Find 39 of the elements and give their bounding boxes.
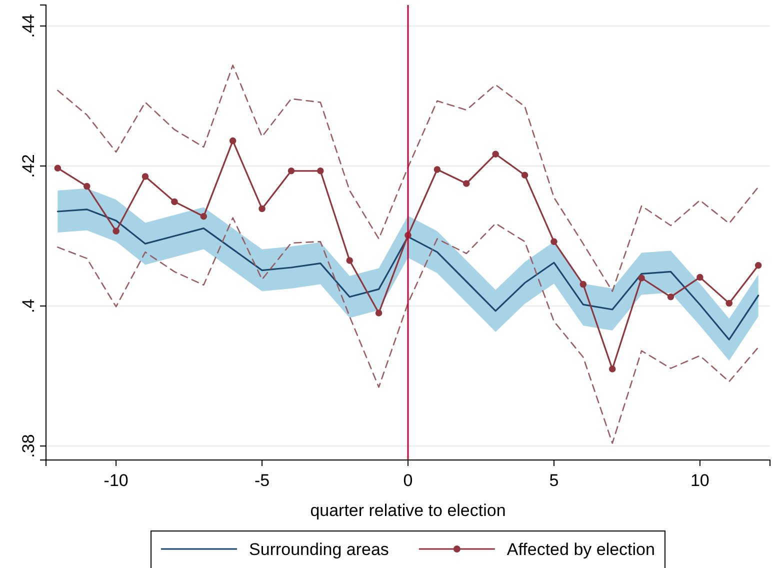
point xyxy=(229,137,236,144)
point xyxy=(258,205,266,212)
point xyxy=(667,294,674,300)
point xyxy=(346,257,353,264)
line-series xyxy=(56,208,760,340)
point xyxy=(434,166,441,173)
y-tick-label: .4 xyxy=(18,298,38,314)
point xyxy=(521,172,528,178)
point xyxy=(83,182,90,190)
legend-label: Surrounding areas xyxy=(249,540,389,559)
point xyxy=(317,168,324,174)
line-series xyxy=(57,217,759,444)
x-tick-label: 10 xyxy=(690,471,710,490)
line-series xyxy=(57,64,759,292)
point xyxy=(288,168,295,174)
point xyxy=(580,280,587,288)
point xyxy=(492,150,499,158)
x-axis-title: quarter relative to election xyxy=(310,501,506,520)
point xyxy=(726,300,733,307)
point xyxy=(608,366,616,372)
point xyxy=(463,180,470,187)
x-tick-label: 5 xyxy=(549,471,559,490)
point xyxy=(638,274,645,282)
point xyxy=(375,310,382,316)
point xyxy=(200,213,208,220)
x-tick-label: 0 xyxy=(403,471,413,490)
legend-label: Affected by election xyxy=(506,540,655,559)
x-tick-label: -5 xyxy=(254,471,270,490)
point xyxy=(54,164,62,172)
y-tick-label: .38 xyxy=(18,434,38,458)
point xyxy=(142,173,149,180)
point xyxy=(550,238,558,245)
point xyxy=(754,262,762,269)
x-tick-label: -10 xyxy=(104,471,128,490)
point xyxy=(171,198,178,206)
point xyxy=(696,274,704,281)
y-tick-label: .44 xyxy=(18,14,38,38)
y-tick-label: .42 xyxy=(18,154,38,178)
point xyxy=(112,228,120,234)
